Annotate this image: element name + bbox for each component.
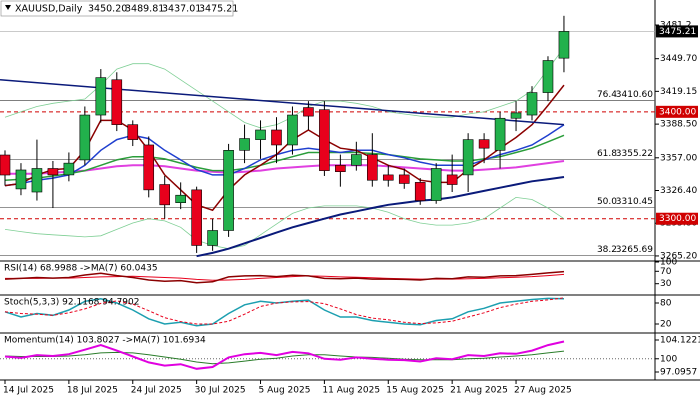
last-price-tag [656,25,698,38]
candle-body [303,107,314,117]
y-tick-label: 20 [660,320,672,330]
y-tick-label: 100 [660,258,677,268]
candle-body [127,124,139,140]
indicator-line [4,297,565,327]
indicator-line [4,196,565,250]
x-tick-label: 11 Aug 2025 [322,386,380,396]
y-tick-label: 3449.70 [660,54,697,64]
candle-body [478,139,490,149]
fib-ratio: 76.4 [597,90,617,100]
header-box [0,0,234,17]
candle-body [15,169,27,190]
candle-body [31,168,43,193]
candle-body [47,168,59,176]
candle-body [335,164,346,172]
plot-layer: 76.43410.6061.83355.2250.03310.4538.2326… [0,15,700,396]
price-level-label: 3300.00 [659,214,696,224]
symbol-label: XAUUSD,Daily [15,4,83,15]
fib-ratio: 38.2 [597,245,617,255]
y-tick-label: 30 [660,279,672,289]
x-tick-label: 18 Jul 2025 [67,386,118,396]
candle-body [143,144,155,191]
candle-body [526,92,538,116]
candle-body [159,184,170,206]
candle-body [319,109,330,171]
x-tick-label: 30 Jul 2025 [195,386,246,396]
candle-body [462,139,474,176]
x-tick-label: 15 Aug 2025 [386,386,444,396]
candle-body [223,150,234,231]
y-tick-label: 70 [660,267,672,277]
fib-ratio: 61.8 [597,149,617,159]
candle-body [111,79,123,125]
candle-body [79,114,91,161]
x-tick-label: 21 Aug 2025 [450,386,508,396]
header-close: 3475.21 [199,4,238,15]
y-tick-label: 3388.50 [660,120,697,130]
y-tick-label: 100 [660,354,677,364]
candle-body [255,129,266,140]
indicator-line [4,350,565,365]
indicator-title: Momentum(14) 103.8027 ->MA(7) 101.6934 [4,336,206,346]
header-icon [5,5,11,10]
x-tick-label: 24 Jul 2025 [131,386,182,396]
fib-price: 3410.60 [616,90,653,100]
fib-price: 3265.69 [616,245,653,255]
candle-body [398,174,410,184]
candle-body [351,154,362,166]
candle-body [430,168,442,201]
candle-body [558,31,570,59]
indicator-line [196,176,565,258]
indicator-line [4,340,565,370]
candle-body [446,174,458,185]
trendline [0,79,565,126]
header-low: 3437.01 [162,4,201,15]
candle-body [0,154,11,176]
indicator-line [5,273,565,281]
price-level-tag [656,212,698,225]
indicator-line [4,270,565,284]
y-tick-label: 104.1221 [660,336,700,346]
candle-body [287,114,298,146]
y-tick-label: 3326.40 [660,186,697,196]
fib-price: 3355.22 [616,149,653,159]
candle-body [414,182,426,201]
candle-body [239,138,250,151]
candle-body [494,117,506,151]
price-level-tag [656,105,698,118]
x-tick-label: 14 Jul 2025 [3,386,54,396]
y-tick-label: 3419.15 [660,87,697,97]
candle-body [271,129,282,146]
candle-body [510,112,522,119]
x-tick-label: 5 Aug 2025 [259,386,311,396]
candle-body [191,189,202,246]
candle-body [542,60,554,93]
fib-ratio: 50.0 [597,197,617,207]
last-price-label: 3475.21 [659,27,696,37]
indicator-title: Stoch(5,3,3) 92.1168 94.7902 [4,298,139,308]
y-tick-label: 3265.20 [660,251,697,261]
indicator-title: RSI(14) 68.9988 ->MA(7) 60.0435 [4,264,158,274]
header-open: 3450.20 [88,4,127,15]
y-tick-label: 3357.00 [660,153,697,163]
candle-body [382,174,394,181]
candle-body [367,154,378,181]
fib-price: 3310.45 [616,197,653,207]
candle-body [175,194,186,203]
price-level-label: 3400.00 [659,107,696,117]
x-tick-label: 27 Aug 2025 [514,386,572,396]
y-tick-label: 97.0957 [660,368,697,378]
candle-body [63,162,75,176]
candle-body [207,230,218,246]
y-tick-label: 80 [660,299,672,309]
candle-body [95,77,107,116]
header-high: 3489.81 [125,4,164,15]
